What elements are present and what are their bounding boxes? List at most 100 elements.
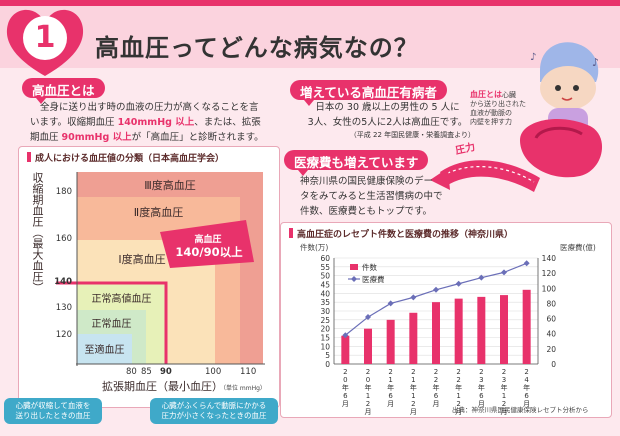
x-tick-label-char: 2: [366, 368, 370, 376]
badge-label: 高血圧: [194, 235, 222, 245]
left-axis-tick: 45: [320, 281, 330, 290]
section2-text: 日本の 30 歳以上の男性の 5 人に 3人、女性の5人に2人は高血圧です。 （…: [300, 100, 475, 140]
right-axis-tick: 0: [551, 360, 556, 369]
caption-line4: 内壁を押す力: [470, 118, 512, 126]
left-axis-tick: 30: [320, 307, 330, 316]
x-tick-label-char: 2: [524, 368, 528, 376]
svg-text:♪: ♪: [530, 52, 536, 63]
text-part: が「高血圧」と診断されます。: [131, 132, 264, 143]
x-tick-label-char: 2: [502, 368, 506, 376]
x-tick-label-char: 2: [456, 376, 460, 384]
x-tick-label-char: 2: [456, 368, 460, 376]
zone-normal: 正常血圧: [91, 318, 132, 330]
point-medical-cost: [387, 300, 394, 307]
x-tick-label-char: 年: [455, 383, 462, 392]
music-note-icon: ♪ ♪: [530, 52, 599, 69]
chapter-number: 1: [34, 20, 56, 55]
legend-line-marker: [351, 276, 357, 282]
section1-text: 全身に送り出す時の血液の圧力が高くなることを言 います。収縮期血圧 140mmH…: [30, 100, 285, 145]
x-tick-label-char: 年: [365, 383, 372, 392]
left-axis-tick: 15: [320, 334, 330, 343]
xtick-90: 90: [160, 367, 172, 377]
point-medical-cost: [523, 260, 530, 267]
bp-y-axis-label: 収縮期血圧（最大血圧）: [31, 172, 44, 293]
x-tick-label-char: 2: [366, 400, 370, 408]
bar-count: [386, 319, 395, 364]
x-tick-label-char: 2: [434, 368, 438, 376]
zone-grade1: Ⅰ度高血圧: [118, 253, 166, 266]
bar-count: [432, 302, 440, 364]
caption-line3: 血液が動脈の: [470, 109, 512, 117]
x-tick-label-char: 6: [388, 392, 393, 400]
x-tick-label-char: 4: [524, 376, 529, 384]
x-tick-label-char: 月: [342, 400, 349, 408]
x-tick-label-char: 0: [343, 376, 347, 384]
x-tick-label-char: 月: [387, 400, 394, 408]
x-tick-label-char: 年: [433, 383, 440, 392]
x-tick-label-char: 6: [343, 392, 348, 400]
callout-diastolic-line2: 圧力が小さくなったときの血圧: [161, 411, 267, 420]
legend-bar-label: 件数: [362, 262, 377, 272]
x-tick-label-char: 年: [387, 383, 394, 392]
top-accent-bar: [0, 0, 620, 6]
point-medical-cost: [501, 269, 507, 276]
x-tick-label-char: 1: [502, 392, 506, 400]
ytick-160: 160: [55, 234, 72, 244]
x-tick-label-char: 月: [501, 408, 508, 416]
x-tick-label-char: 2: [411, 400, 415, 408]
x-tick-label-char: 月: [365, 408, 372, 416]
right-axis-tick: 140: [542, 254, 557, 263]
text-part: 、または、拡張: [194, 117, 261, 128]
left-axis-tick: 35: [320, 298, 330, 307]
x-tick-label-char: 月: [523, 400, 530, 408]
xtick-110: 110: [240, 367, 257, 377]
x-tick-label-char: 6: [479, 392, 484, 400]
x-tick-label-char: 2: [388, 368, 392, 376]
ytick-140: 140: [54, 277, 72, 287]
callout-systolic: 心臓が収縮して血液を 送り出したときの血圧: [4, 398, 102, 424]
page-title: 高血圧ってどんな病気なの？: [95, 34, 419, 62]
x-tick-label-char: 年: [501, 383, 508, 392]
section2-line1: 日本の 30 歳以上の男性の 5 人に: [315, 102, 460, 113]
bp-x-axis-label: 拡張期血圧（最小血圧）: [102, 380, 223, 393]
pressure-arrow: [430, 160, 540, 192]
svg-text:♪: ♪: [592, 56, 599, 69]
left-axis-tick: 10: [320, 342, 330, 351]
bar-count: [364, 328, 372, 364]
x-tick-label-char: 1: [411, 392, 415, 400]
x-tick-label-char: 2: [456, 400, 460, 408]
section3-text: 神奈川県の国民健康保険のデー タをみてみると生活習慣病の中で 件数、医療費ともト…: [300, 174, 475, 219]
xtick-85: 85: [141, 367, 152, 377]
right-axis-tick: 100: [542, 284, 557, 293]
combo-chart-title: 高血圧症のレセプト件数と医療費の推移（神奈川県）: [289, 227, 513, 240]
x-tick-label-char: 月: [433, 400, 440, 408]
character-illustration: [520, 42, 603, 178]
x-tick-label-char: 3: [502, 376, 506, 384]
badge-value: 140/90以上: [175, 245, 243, 259]
x-tick-label-char: 6: [434, 392, 439, 400]
bar-count: [477, 296, 486, 364]
section3-line2: タをみてみると生活習慣病の中で: [300, 191, 443, 202]
ytick-120: 120: [55, 330, 72, 340]
bp-unit: （単位 mmHg）: [220, 385, 266, 392]
right-axis-unit: 医療費(億): [560, 243, 596, 252]
point-medical-cost: [433, 286, 439, 293]
x-tick-label-char: 年: [523, 383, 530, 392]
caption-part: 心臓: [502, 91, 516, 99]
left-axis-tick: 25: [320, 316, 330, 325]
point-medical-cost: [365, 314, 371, 321]
x-tick-label-char: 2: [343, 368, 347, 376]
x-tick-label-char: 年: [410, 383, 417, 392]
x-tick-label-char: 2: [479, 368, 483, 376]
zone-grade3: Ⅲ度高血圧: [144, 178, 196, 192]
combo-chart-source: 出典：神奈川県国民健康保険レセプト分析から: [452, 406, 589, 414]
callout-systolic-line1: 心臓が収縮して血液を: [15, 401, 91, 410]
section-label-medical-costs: 医療費も増えています: [284, 150, 429, 176]
section-label-increasing: 増えている高血圧有病者: [290, 80, 447, 106]
emphasis-90: 90mmHg 以上: [61, 132, 132, 143]
bar-count: [522, 289, 531, 364]
callout-diastolic: 心臓がふくらんで動脈にかかる 圧力が小さくなったときの血圧: [150, 398, 278, 424]
